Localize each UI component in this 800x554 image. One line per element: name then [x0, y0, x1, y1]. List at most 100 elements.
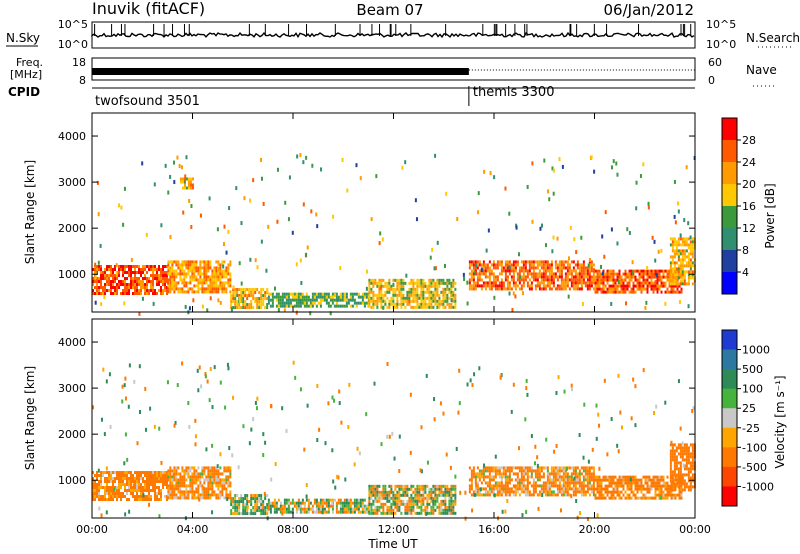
heatmap-cell	[648, 475, 651, 479]
heatmap-cell	[402, 302, 405, 306]
heatmap-cell	[412, 281, 415, 285]
heatmap-cell	[604, 487, 607, 491]
heatmap-cell	[616, 490, 619, 494]
heatmap-cell	[410, 305, 413, 309]
heatmap-cell	[262, 288, 265, 292]
heatmap-cell	[264, 297, 267, 301]
heatmap-cell	[556, 269, 559, 273]
heatmap-cell	[685, 270, 688, 274]
heatmap-cell	[341, 298, 344, 302]
heatmap-cell	[444, 293, 447, 297]
heatmap-cell	[488, 275, 491, 279]
heatmap-cell	[275, 304, 278, 308]
heatmap-cell	[492, 275, 495, 279]
heatmap-cell	[152, 292, 154, 296]
heatmap-cell	[594, 496, 597, 500]
heatmap-cell	[673, 458, 676, 462]
heatmap-cell	[642, 493, 645, 497]
heatmap-cell	[126, 283, 128, 287]
nsky-right-tick-bottom: 10^0	[706, 38, 736, 51]
heatmap-cell	[331, 504, 334, 508]
heatmap-cell	[560, 278, 563, 282]
heatmap-cell	[211, 281, 214, 285]
heatmap-cell	[424, 508, 427, 512]
heatmap-cell	[187, 496, 190, 500]
heatmap-cell	[183, 281, 186, 285]
heatmap-cell	[156, 474, 158, 478]
heatmap-cell	[112, 486, 114, 490]
heatmap-cell	[160, 492, 162, 496]
heatmap-cell	[110, 489, 112, 493]
heatmap-cell	[494, 472, 497, 476]
heatmap-scatter	[463, 276, 466, 281]
heatmap-cell	[297, 501, 300, 505]
heatmap-cell	[191, 484, 194, 488]
heatmap-cell	[620, 287, 623, 291]
heatmap-cell	[558, 287, 561, 291]
heatmap-cell	[92, 480, 94, 484]
heatmap-cell	[175, 481, 178, 485]
heatmap-cell	[339, 498, 342, 502]
heatmap-cell	[650, 484, 653, 488]
heatmap-cell	[197, 269, 200, 273]
heatmap-cell	[106, 477, 108, 481]
heatmap-scatter	[590, 155, 593, 160]
heatmap-cell	[236, 503, 239, 507]
heatmap-cell	[588, 481, 591, 485]
heatmap-cell	[576, 472, 579, 476]
heatmap-scatter	[370, 217, 373, 222]
heatmap-cell	[378, 496, 381, 500]
heatmap-scatter	[548, 197, 551, 202]
heatmap-cell	[106, 486, 108, 490]
heatmap-cell	[582, 260, 585, 264]
heatmap-cell	[404, 505, 407, 509]
heatmap-cell	[215, 287, 218, 291]
heatmap-cell	[550, 275, 553, 279]
heatmap-cell	[402, 299, 405, 303]
heatmap-cell	[242, 297, 245, 301]
heatmap-cell	[446, 287, 449, 291]
heatmap-cell	[468, 284, 471, 288]
heatmap-cell	[211, 469, 214, 473]
heatmap-cell	[488, 269, 491, 273]
heatmap-cell	[532, 260, 535, 264]
heatmap-cell	[110, 477, 112, 481]
heatmap-cell	[102, 271, 104, 275]
heatmap-cell	[428, 490, 431, 494]
heatmap-cell	[679, 237, 682, 241]
heatmap-cell	[528, 490, 531, 494]
heatmap-scatter	[181, 361, 184, 366]
heatmap-cell	[299, 301, 302, 305]
heatmap-cell	[687, 243, 690, 247]
heatmap-cell	[100, 280, 102, 284]
heatmap-cell	[96, 292, 98, 296]
heatmap-cell	[564, 472, 567, 476]
heatmap-cell	[396, 302, 399, 306]
heatmap-cell	[116, 495, 118, 499]
heatmap-cell	[687, 446, 690, 450]
heatmap-cell	[254, 497, 257, 501]
heatmap-cell	[610, 481, 613, 485]
heatmap-cell	[512, 490, 515, 494]
heatmap-cell	[492, 263, 495, 267]
heatmap-cell	[215, 275, 218, 279]
heatmap-cell	[118, 489, 120, 493]
heatmap-scatter	[458, 368, 461, 373]
heatmap-cell	[592, 484, 595, 488]
heatmap-cell	[506, 281, 509, 285]
heatmap-cell	[648, 281, 651, 285]
heatmap-cell	[640, 478, 643, 482]
heatmap-scatter	[621, 425, 624, 430]
heatmap-scatter	[173, 180, 176, 185]
heatmap-cell	[171, 269, 174, 273]
heatmap-scatter	[610, 227, 613, 232]
heatmap-cell	[277, 292, 280, 296]
heatmap-scatter	[274, 462, 277, 467]
heatmap-cell	[560, 493, 563, 497]
heatmap-cell	[254, 509, 257, 513]
heatmap-scatter	[603, 254, 606, 259]
heatmap-cell	[580, 266, 583, 270]
heatmap-cell	[374, 511, 377, 515]
heatmap-cell	[480, 472, 483, 476]
heatmap-cell	[669, 267, 672, 271]
